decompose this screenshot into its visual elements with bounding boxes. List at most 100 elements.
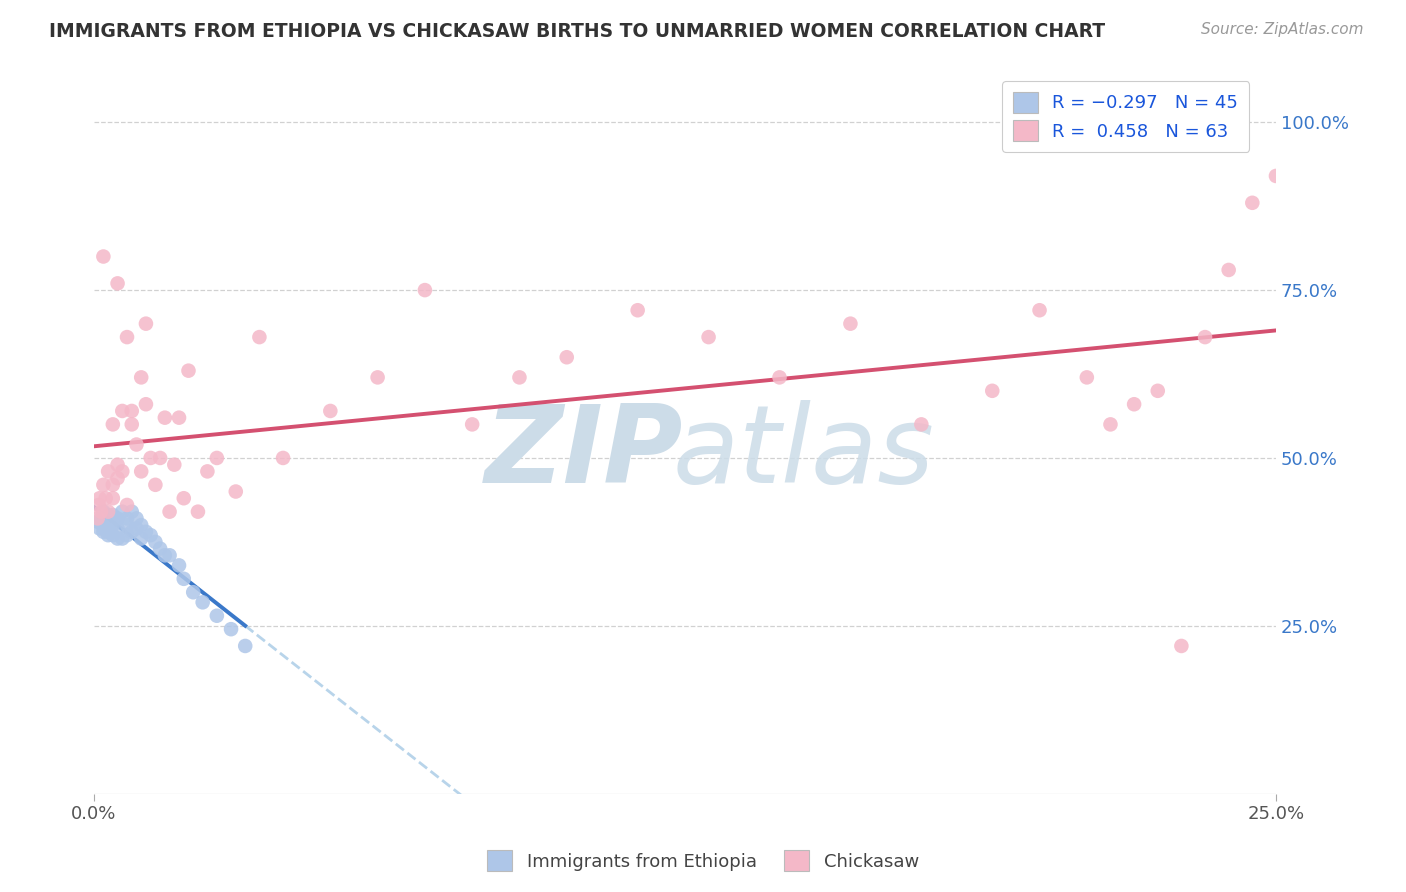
Point bbox=[129, 370, 152, 384]
Point bbox=[187, 505, 209, 519]
Point bbox=[1076, 370, 1098, 384]
Point bbox=[205, 608, 228, 623]
Point bbox=[90, 505, 112, 519]
Point bbox=[461, 417, 484, 432]
Point bbox=[100, 521, 122, 535]
Point bbox=[149, 541, 172, 556]
Point bbox=[115, 498, 138, 512]
Point bbox=[101, 508, 124, 522]
Point bbox=[94, 491, 117, 506]
Point bbox=[97, 511, 120, 525]
Point bbox=[910, 417, 932, 432]
Point bbox=[153, 549, 176, 563]
Point bbox=[111, 464, 134, 478]
Point bbox=[93, 250, 115, 264]
Point bbox=[135, 317, 157, 331]
Point bbox=[107, 532, 129, 546]
Point bbox=[1265, 169, 1288, 183]
Point bbox=[86, 515, 108, 529]
Point bbox=[111, 505, 134, 519]
Point bbox=[107, 277, 129, 291]
Point bbox=[129, 464, 152, 478]
Point bbox=[149, 450, 172, 465]
Point bbox=[97, 528, 120, 542]
Point bbox=[1028, 303, 1050, 318]
Text: Source: ZipAtlas.com: Source: ZipAtlas.com bbox=[1201, 22, 1364, 37]
Legend: R = −0.297   N = 45, R =  0.458   N = 63: R = −0.297 N = 45, R = 0.458 N = 63 bbox=[1002, 81, 1249, 152]
Point bbox=[107, 471, 129, 485]
Point bbox=[101, 518, 124, 533]
Point bbox=[181, 585, 204, 599]
Point bbox=[1099, 417, 1122, 432]
Point bbox=[139, 528, 162, 542]
Point bbox=[94, 518, 117, 533]
Point bbox=[173, 491, 195, 506]
Point bbox=[121, 505, 143, 519]
Point bbox=[153, 410, 176, 425]
Point bbox=[97, 524, 120, 539]
Point bbox=[89, 521, 111, 535]
Point bbox=[319, 404, 342, 418]
Point bbox=[89, 491, 111, 506]
Point bbox=[508, 370, 530, 384]
Point bbox=[163, 458, 186, 472]
Point bbox=[167, 558, 190, 573]
Legend: Immigrants from Ethiopia, Chickasaw: Immigrants from Ethiopia, Chickasaw bbox=[479, 843, 927, 879]
Point bbox=[125, 511, 148, 525]
Point bbox=[1146, 384, 1168, 398]
Point bbox=[97, 505, 120, 519]
Point bbox=[115, 528, 138, 542]
Point bbox=[839, 317, 862, 331]
Point bbox=[121, 524, 143, 539]
Point bbox=[125, 521, 148, 535]
Point bbox=[225, 484, 247, 499]
Point bbox=[90, 511, 112, 525]
Point bbox=[93, 505, 115, 519]
Point bbox=[97, 464, 120, 478]
Point bbox=[86, 511, 108, 525]
Point bbox=[159, 505, 181, 519]
Point bbox=[249, 330, 271, 344]
Point bbox=[233, 639, 256, 653]
Point bbox=[1241, 195, 1264, 210]
Point bbox=[87, 498, 110, 512]
Point bbox=[121, 417, 143, 432]
Point bbox=[697, 330, 720, 344]
Point bbox=[367, 370, 389, 384]
Point bbox=[125, 437, 148, 451]
Point bbox=[159, 549, 181, 563]
Point bbox=[93, 524, 115, 539]
Point bbox=[101, 417, 124, 432]
Point bbox=[115, 511, 138, 525]
Y-axis label: Births to Unmarried Women: Births to Unmarried Women bbox=[0, 315, 8, 547]
Point bbox=[1170, 639, 1192, 653]
Point bbox=[98, 515, 121, 529]
Point bbox=[1194, 330, 1216, 344]
Point bbox=[107, 521, 129, 535]
Point bbox=[271, 450, 294, 465]
Point bbox=[177, 364, 200, 378]
Point bbox=[101, 491, 124, 506]
Point bbox=[104, 511, 127, 525]
Point bbox=[219, 622, 242, 636]
Point bbox=[627, 303, 650, 318]
Point bbox=[145, 478, 167, 492]
Point bbox=[97, 508, 120, 522]
Point bbox=[101, 478, 124, 492]
Point bbox=[205, 450, 228, 465]
Text: IMMIGRANTS FROM ETHIOPIA VS CHICKASAW BIRTHS TO UNMARRIED WOMEN CORRELATION CHAR: IMMIGRANTS FROM ETHIOPIA VS CHICKASAW BI… bbox=[49, 22, 1105, 41]
Point bbox=[91, 518, 114, 533]
Point bbox=[555, 350, 578, 364]
Point bbox=[191, 595, 214, 609]
Point bbox=[145, 534, 167, 549]
Point bbox=[167, 410, 190, 425]
Text: atlas: atlas bbox=[672, 401, 934, 506]
Point bbox=[1218, 263, 1240, 277]
Point bbox=[768, 370, 790, 384]
Point bbox=[197, 464, 219, 478]
Point bbox=[129, 532, 152, 546]
Point bbox=[107, 511, 129, 525]
Point bbox=[93, 521, 115, 535]
Point bbox=[101, 528, 124, 542]
Point bbox=[107, 458, 129, 472]
